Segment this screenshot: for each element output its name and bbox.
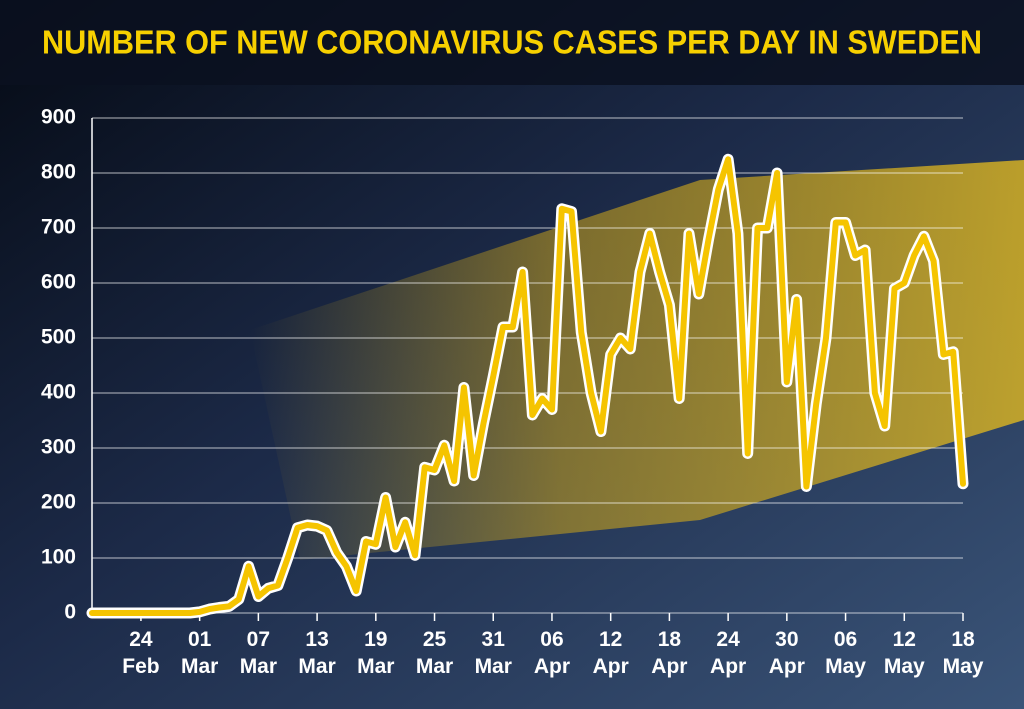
y-tick-label: 400 bbox=[41, 381, 76, 404]
x-tick-label: 12 May bbox=[883, 628, 925, 678]
x-tick-label: 31 Mar bbox=[474, 628, 512, 678]
title-band bbox=[0, 0, 1024, 85]
x-tick-label: 01 Mar bbox=[180, 628, 219, 678]
y-tick-label: 200 bbox=[41, 491, 76, 514]
line bbox=[89, 156, 966, 616]
chart-title: NUMBER OF NEW CORONAVIRUS CASES PER DAY … bbox=[42, 24, 982, 61]
x-tick-label: 24 Feb bbox=[122, 628, 160, 678]
x-tick-label: 18 Apr bbox=[651, 628, 688, 678]
y-tick-label: 900 bbox=[41, 106, 76, 129]
x-tick-label: 18 May bbox=[942, 628, 984, 678]
x-tick-label: 19 Mar bbox=[357, 628, 395, 678]
x-tick-label: 13 Mar bbox=[298, 628, 336, 678]
y-tick-label: 300 bbox=[41, 436, 76, 459]
y-tick-label: 600 bbox=[41, 271, 76, 294]
x-tick-label: 06 Apr bbox=[533, 628, 571, 678]
y-tick-label: 0 bbox=[64, 601, 76, 624]
x-tick-label: 06 May bbox=[825, 628, 866, 678]
y-tick-label: 100 bbox=[41, 546, 76, 569]
x-tick-label: 07 Mar bbox=[239, 628, 278, 678]
x-tick-label: 25 Mar bbox=[415, 628, 454, 678]
y-tick-label: 500 bbox=[41, 326, 76, 349]
x-tick-label: 12 Apr bbox=[592, 628, 629, 678]
y-tick-label: 800 bbox=[41, 161, 76, 184]
y-tick-label: 700 bbox=[41, 216, 76, 239]
x-tick-label: 24 Apr bbox=[710, 628, 747, 678]
x-tick-label: 30 Apr bbox=[768, 628, 805, 678]
